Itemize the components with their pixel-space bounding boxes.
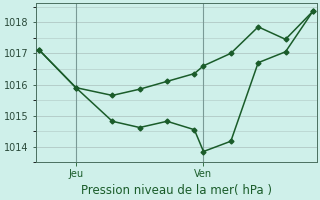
X-axis label: Pression niveau de la mer( hPa ): Pression niveau de la mer( hPa ) bbox=[81, 184, 272, 197]
